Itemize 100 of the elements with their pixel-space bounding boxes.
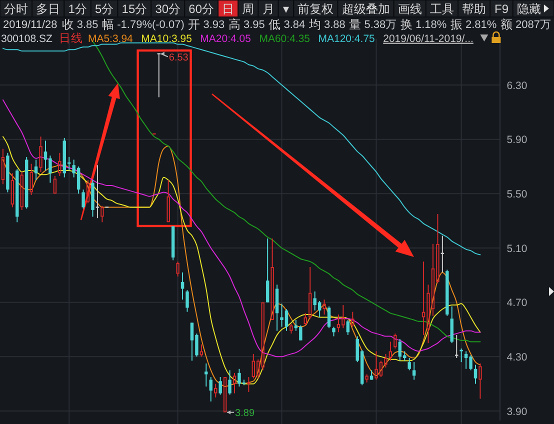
y-tick-label: 4.70	[506, 297, 528, 310]
annotation: 6.53	[168, 52, 189, 64]
candlestick	[304, 312, 307, 326]
candlestick	[474, 364, 478, 384]
category-label: 量	[349, 17, 362, 32]
category-label: F9	[494, 2, 509, 16]
category-label: 收	[62, 17, 74, 32]
candlestick	[232, 372, 236, 394]
annotation: 2019/06/11-2019/...	[383, 32, 474, 45]
chart-title: 300108.SZ	[1, 32, 53, 45]
category-label: 周	[242, 2, 254, 16]
candlestick	[327, 306, 331, 329]
line-series	[2, 42, 481, 256]
line-series	[2, 99, 481, 358]
candlestick	[214, 383, 218, 398]
candlestick	[186, 290, 189, 312]
candlestick	[332, 326, 336, 337]
category-label: 额	[500, 17, 513, 32]
y-tick-label: 5.90	[506, 134, 528, 146]
text: 2087万	[516, 18, 552, 31]
candlestick	[261, 302, 264, 371]
text: 5.38万	[364, 18, 397, 31]
category-label: 分时	[4, 2, 28, 16]
y-tick-label: 3.90	[506, 406, 528, 418]
candlestick	[34, 159, 38, 181]
text: 1.18%	[415, 18, 447, 31]
text: MA60:4.35	[259, 32, 310, 45]
candlestick	[290, 324, 293, 334]
text: MA10:3.95	[141, 32, 192, 45]
legend-title: 日线	[58, 32, 83, 46]
text: 3.93	[203, 18, 225, 31]
candlestick	[408, 358, 411, 371]
candlestick	[322, 299, 326, 316]
category-label: 超级叠加	[342, 2, 390, 16]
candlestick	[1, 148, 5, 185]
category-label: 均	[308, 17, 321, 32]
category-label: 换	[400, 17, 412, 32]
category-label: 画线	[398, 2, 422, 16]
category-label: 前复权	[298, 2, 334, 16]
category-label: 开	[188, 17, 200, 32]
candlestick	[394, 333, 397, 350]
candlestick	[156, 53, 162, 98]
candlestick	[228, 370, 232, 396]
candlestick	[450, 306, 454, 344]
text: 3.95	[243, 18, 265, 31]
candlestick	[270, 238, 274, 320]
annotation: 3.89	[235, 408, 255, 419]
category-label: 1分	[68, 2, 87, 16]
candlestick	[218, 376, 222, 396]
candlestick	[252, 353, 256, 379]
candlestick	[82, 189, 85, 210]
candlestick	[247, 376, 250, 392]
y-tick-label: 4.30	[506, 351, 528, 364]
category-label: 5分	[95, 2, 114, 16]
candlestick	[10, 172, 14, 208]
text: 3.84	[284, 18, 306, 31]
candlestick	[266, 238, 270, 303]
category-label: ▾	[282, 2, 290, 16]
candlestick	[30, 163, 33, 196]
line-series	[92, 41, 481, 342]
candlestick	[454, 334, 459, 359]
candlestick	[351, 311, 354, 328]
candlestick	[223, 377, 227, 412]
candlestick	[180, 272, 184, 300]
candlestick	[204, 362, 208, 388]
category-label: 低	[268, 17, 281, 32]
text: -1.79%(-0.07)	[117, 18, 184, 31]
text: MA120:4.75	[318, 32, 376, 45]
candlestick	[346, 319, 350, 336]
candlestick	[20, 171, 24, 210]
y-tick-label: 5.10	[506, 242, 528, 255]
category-label: 帮助	[462, 2, 486, 16]
text: 3.85	[76, 18, 98, 31]
candlestick	[166, 180, 170, 222]
candlestick	[58, 152, 62, 176]
candlestick	[209, 376, 212, 402]
y-tick-label: 5.50	[506, 188, 528, 200]
text: 2019/11/28	[3, 18, 58, 31]
candlestick	[176, 261, 180, 278]
text: MA20:4.05	[200, 32, 252, 45]
candlestick	[95, 164, 100, 219]
text: 3.88	[324, 18, 346, 31]
category-label: 高	[228, 17, 240, 32]
candlestick	[53, 175, 57, 194]
category-label: 振	[450, 17, 463, 32]
category-label: 60分	[188, 2, 214, 16]
category-label: 隐藏	[516, 2, 541, 16]
category-label: 幅	[102, 17, 114, 32]
category-label: 工具	[430, 2, 454, 16]
y-tick-label: 6.30	[506, 80, 528, 92]
candlestick	[39, 136, 42, 172]
candlestick	[412, 362, 416, 380]
text: MA5:3.94	[88, 32, 134, 45]
candlestick	[398, 338, 402, 362]
category-label: 15分	[122, 2, 148, 16]
text: 2.81%	[466, 18, 497, 31]
candlestick	[478, 362, 482, 400]
candlestick	[388, 341, 392, 362]
category-label: 30分	[155, 2, 181, 16]
category-label: 月	[262, 2, 274, 16]
